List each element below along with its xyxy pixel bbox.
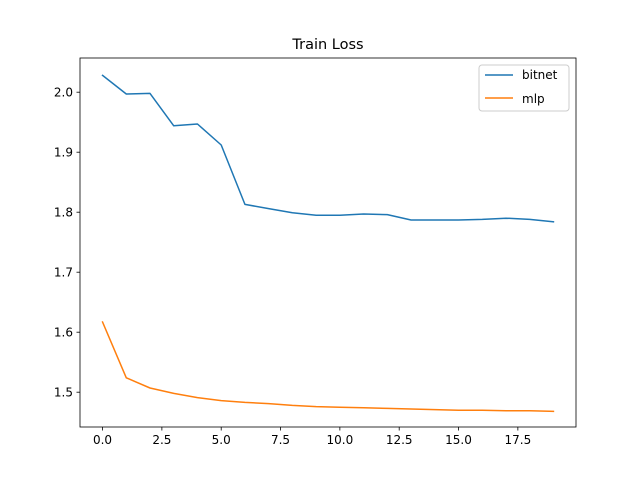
plot-area-frame: [79, 57, 577, 428]
y-tick-label: 1.6: [54, 326, 73, 340]
x-tick-label: 15.0: [445, 433, 472, 447]
x-axis-ticks: 0.0 2.5 5.0 7.5 10.0 12.5 15.0 17.5: [93, 427, 531, 447]
y-tick-label: 1.7: [54, 266, 73, 280]
y-axis-ticks: 1.5 1.6 1.7 1.8 1.9 2.0: [54, 86, 80, 400]
y-tick-label: 1.8: [54, 206, 73, 220]
legend-label-bitnet: bitnet: [522, 68, 558, 82]
x-tick-label: 0.0: [93, 433, 112, 447]
y-tick-label: 1.5: [54, 386, 73, 400]
x-tick-label: 2.5: [152, 433, 171, 447]
x-tick-label: 12.5: [386, 433, 413, 447]
series-lines: [101, 74, 555, 413]
series-line-mlp: [101, 321, 555, 413]
x-tick-label: 5.0: [212, 433, 231, 447]
chart-title: Train Loss: [291, 37, 363, 53]
legend: bitnet mlp: [478, 64, 570, 112]
x-tick-label: 7.5: [271, 433, 290, 447]
y-tick-label: 2.0: [54, 86, 73, 100]
series-line-bitnet: [101, 74, 555, 223]
legend-box: [478, 64, 570, 112]
y-tick-label: 1.9: [54, 146, 73, 160]
x-tick-label: 17.5: [504, 433, 531, 447]
x-tick-label: 10.0: [327, 433, 354, 447]
legend-label-mlp: mlp: [522, 92, 545, 106]
